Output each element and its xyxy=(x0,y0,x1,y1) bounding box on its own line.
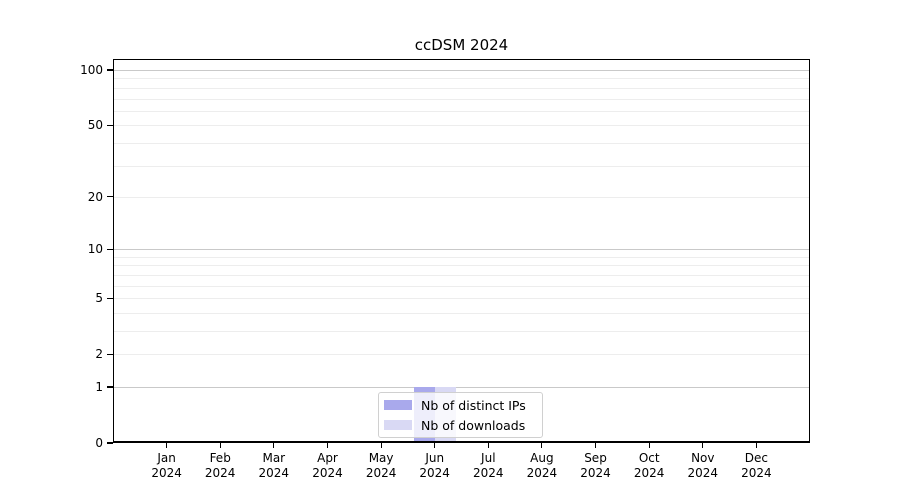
x-tick-mark xyxy=(541,443,543,448)
x-tick-mark xyxy=(594,443,597,448)
gridline-major xyxy=(113,387,810,388)
x-axis-tick-label: Apr 2024 xyxy=(312,451,343,480)
gridline-minor xyxy=(113,78,810,80)
x-tick-mark xyxy=(273,443,275,448)
x-axis-tick-label: Dec 2024 xyxy=(741,451,772,480)
y-axis-tick-label: 10 xyxy=(87,242,103,257)
gridline-minor xyxy=(113,165,810,167)
x-tick-mark xyxy=(219,443,221,448)
y-tick-mark xyxy=(107,248,113,250)
x-axis-tick-label: Jul 2024 xyxy=(473,451,504,480)
gridline-minor xyxy=(113,196,810,198)
y-axis-tick-label: 100 xyxy=(80,63,103,77)
y-axis-tick-label: 20 xyxy=(87,189,103,204)
x-axis-tick-label: Oct 2024 xyxy=(633,451,665,480)
y-axis-tick-label: 5 xyxy=(95,291,103,306)
gridline-minor xyxy=(113,298,810,300)
gridline-minor xyxy=(113,256,810,258)
y-tick-mark xyxy=(107,386,113,388)
legend: Nb of distinct IPs Nb of downloads xyxy=(378,392,543,438)
legend-swatch-distinct-ips xyxy=(384,400,412,410)
x-tick-mark xyxy=(166,443,168,448)
x-tick-mark xyxy=(434,443,436,448)
y-axis-tick-label: 2 xyxy=(95,347,103,362)
gridline-minor xyxy=(113,285,810,287)
gridline-major xyxy=(113,249,810,251)
gridline-major xyxy=(113,70,810,71)
x-axis-tick-label: Mar 2024 xyxy=(258,451,290,480)
plot-area: Nb of distinct IPs Nb of downloads 0 1 2 5 10… xyxy=(80,59,810,480)
plot-frame xyxy=(113,59,810,443)
legend-entry: Nb of distinct IPs xyxy=(384,398,534,413)
y-tick-mark xyxy=(107,124,113,126)
x-axis-tick-label: May 2024 xyxy=(365,451,397,480)
chart-title: ccDSM 2024 xyxy=(414,36,509,54)
x-axis-tick-label: Jun 2024 xyxy=(419,451,450,480)
gridline-minor xyxy=(113,98,810,100)
x-axis-tick-label: Nov 2024 xyxy=(687,451,719,480)
x-axis-tick-label: Jan 2024 xyxy=(151,451,182,480)
x-axis-tick-label: Feb 2024 xyxy=(204,451,236,480)
gridline-minor xyxy=(113,331,810,332)
gridline-minor xyxy=(113,274,810,276)
gridline-minor xyxy=(113,110,810,112)
x-axis-tick-label: Aug 2024 xyxy=(526,451,558,480)
y-tick-mark xyxy=(107,442,113,444)
y-axis-tick-label: 1 xyxy=(95,380,103,394)
gridline-minor xyxy=(113,354,810,356)
x-tick-mark xyxy=(648,443,650,448)
x-tick-mark xyxy=(702,443,704,448)
gridline-minor xyxy=(113,142,810,144)
gridline-minor xyxy=(113,312,810,314)
x-tick-mark xyxy=(755,443,757,448)
x-axis-tick-label: Sep 2024 xyxy=(580,451,611,480)
y-tick-mark xyxy=(107,196,113,198)
y-tick-mark xyxy=(107,69,113,71)
legend-entry: Nb of downloads xyxy=(384,418,534,433)
y-axis-tick-label: 0 xyxy=(95,436,103,450)
gridline-minor xyxy=(113,125,810,127)
legend-label: Nb of downloads xyxy=(421,417,526,433)
y-axis-tick-label: 50 xyxy=(87,118,103,133)
gridline-minor xyxy=(113,265,810,267)
legend-label: Nb of distinct IPs xyxy=(421,397,526,413)
legend-swatch-downloads xyxy=(384,420,412,430)
y-tick-mark xyxy=(107,297,113,299)
y-tick-mark xyxy=(107,353,113,355)
x-tick-mark xyxy=(380,443,382,448)
x-tick-mark xyxy=(326,443,329,448)
gridline-minor xyxy=(113,87,810,89)
x-tick-mark xyxy=(487,443,489,448)
